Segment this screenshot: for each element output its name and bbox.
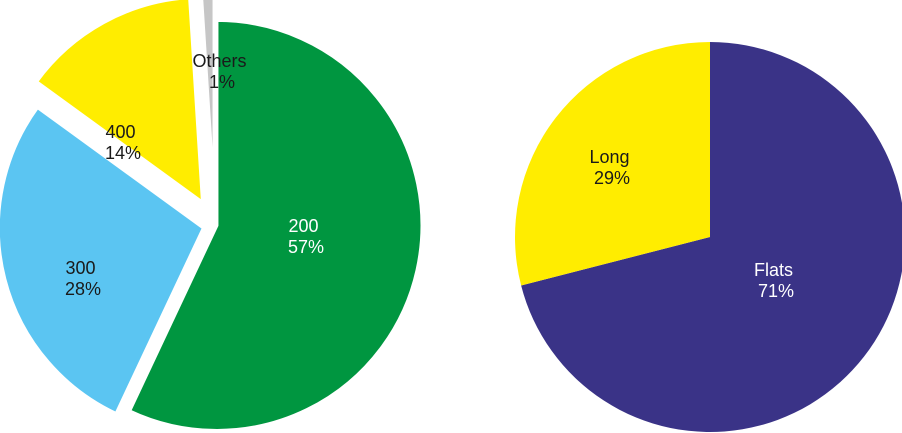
label-long-pct: 29% [594,168,630,188]
label-200-name: 200 [288,216,318,236]
label-200: 200 57% [288,216,324,257]
slice-others [200,0,216,197]
label-others: Others 1% [192,51,251,92]
slice-200 [128,18,424,432]
label-200-pct: 57% [288,237,324,257]
label-long-name: Long [589,147,629,167]
label-others-name: Others [192,51,246,71]
label-400-pct: 14% [105,143,141,163]
label-300: 300 28% [65,258,101,299]
slice-long [515,42,710,286]
label-300-pct: 28% [65,279,101,299]
slice-flats [521,42,902,432]
label-300-name: 300 [65,258,95,278]
label-400: 400 14% [105,122,141,163]
label-flats-name: Flats [754,260,793,280]
label-long: Long 29% [589,147,634,188]
pie-chart-grades: 200 57% 300 28% 400 14% Others 1% [0,0,424,432]
label-flats: Flats 71% [754,260,798,301]
label-400-name: 400 [105,122,135,142]
slice-300 [0,105,205,415]
pie-chart-products: Flats 71% Long 29% [515,42,902,432]
label-others-pct: 1% [209,72,235,92]
slice-400 [35,0,204,204]
label-flats-pct: 71% [758,281,794,301]
